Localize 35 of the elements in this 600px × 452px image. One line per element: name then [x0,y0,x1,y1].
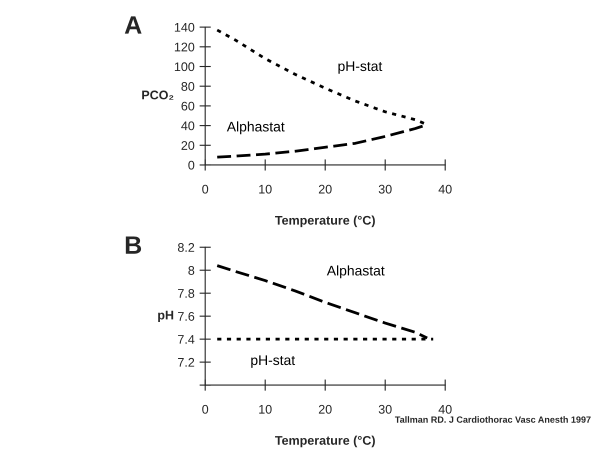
y-tick-label: 80 [181,82,194,91]
series-label: pH-stat [338,61,382,74]
y-tick-label: 40 [181,121,194,130]
x-axis-title: Temperature (°C) [275,436,375,448]
y-tick-label: 7.6 [178,312,194,321]
x-tick-label: 20 [318,184,332,194]
y-tick-label: 8.2 [178,243,194,252]
series-label: Alphastat [326,265,385,278]
y-tick-label: 100 [174,62,194,72]
y-tick-label: 7.2 [178,358,194,367]
chart-title: B [126,236,142,254]
x-tick-label: 30 [378,184,392,194]
series-label: Alphastat [226,121,285,134]
x-tick-label: 40 [438,184,452,194]
x-tick-label: 0 [202,404,208,414]
x-tick-label: 10 [259,184,272,194]
y-tick-label: 8 [188,266,194,275]
y-tick-label: 140 [174,22,194,32]
series-label: pH-stat [251,355,296,368]
x-tick-label: 40 [438,404,452,414]
y-tick-label: 120 [174,42,194,52]
text: Tallman RD. J Cardiothorac Vasc Anesth 1997 [394,416,591,423]
y-tick-label: 0 [188,160,194,170]
y-axis-title: pH [158,310,174,322]
y-tick-label: 60 [182,102,194,111]
y-tick-label: 7.4 [178,335,194,344]
x-axis-title: Temperature (°C) [275,216,375,228]
y-axis-title: PCO₂ [142,90,174,100]
x-tick-label: 30 [378,404,392,414]
x-tick-label: 20 [318,404,332,414]
x-tick-label: 10 [259,404,272,414]
chart-title: A [124,16,142,34]
x-tick-label: 0 [202,184,208,194]
y-tick-label: 7.8 [178,289,194,298]
y-tick-label: 20 [182,141,194,150]
